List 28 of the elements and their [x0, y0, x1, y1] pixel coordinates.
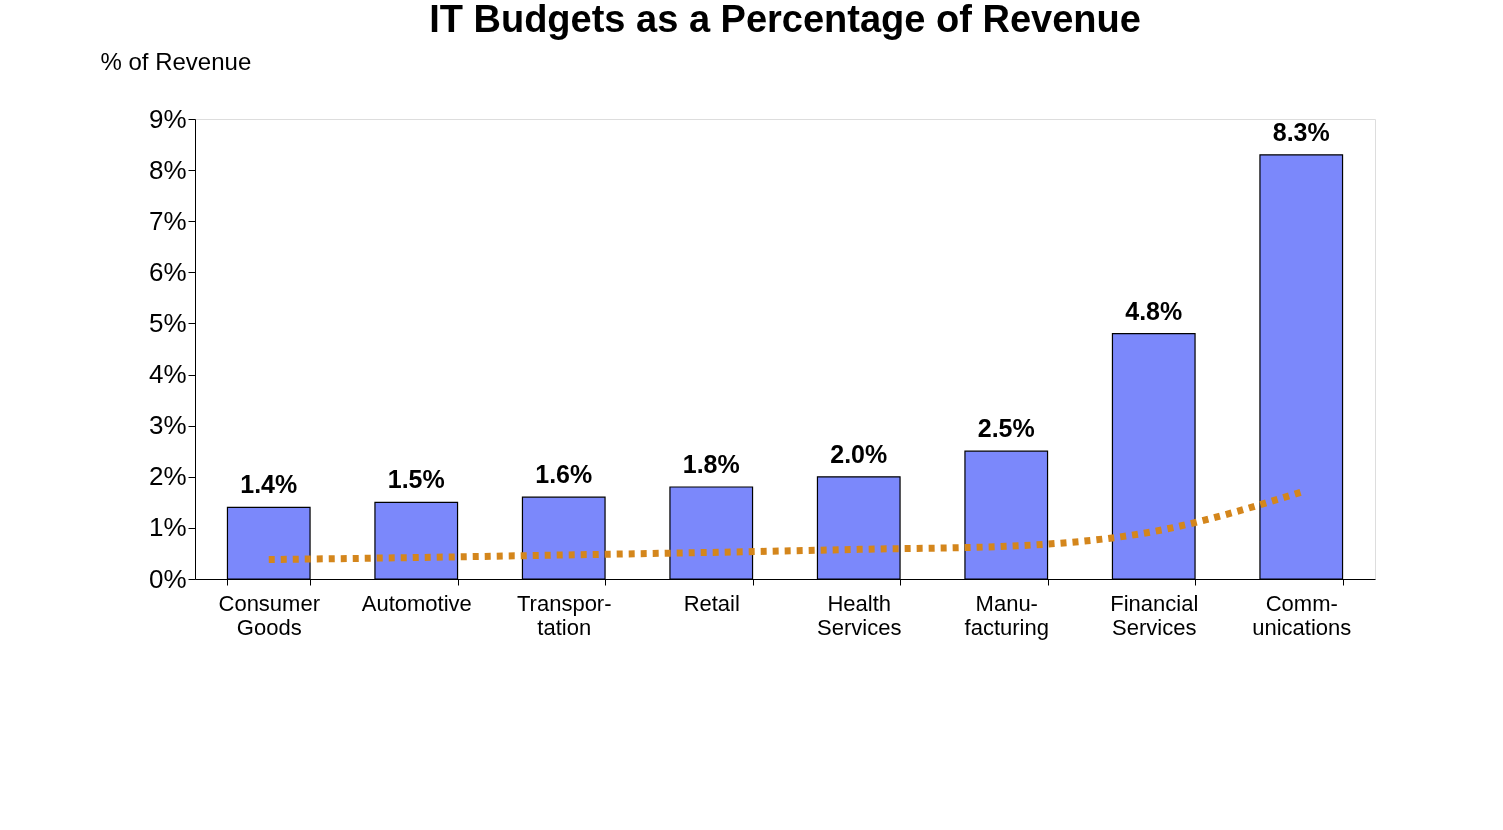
x-tick-label: Transpor- tation: [516, 590, 612, 640]
data-label: 2.0%: [830, 439, 888, 468]
data-label: 4.8%: [1125, 296, 1183, 325]
x-tick-label: Financial Services: [1110, 590, 1199, 640]
y-tick-label: 3%: [148, 410, 187, 441]
y-tick-label: 5%: [148, 307, 187, 338]
x-tick-label: Automotive: [361, 590, 472, 616]
y-axis-title: % of Revenue: [100, 47, 252, 75]
x-tick-label: Retail: [683, 590, 740, 616]
data-label: 1.5%: [387, 465, 445, 494]
y-tick-label: 2%: [148, 461, 187, 492]
y-tick-label: 1%: [148, 512, 187, 543]
y-tick-label: 9%: [148, 103, 187, 134]
data-label: 1.8%: [682, 450, 740, 478]
data-label: 8.3%: [1272, 117, 1330, 146]
y-tick-label: 7%: [148, 205, 187, 236]
data-label: 1.4%: [240, 470, 298, 499]
data-label: 2.5%: [977, 414, 1035, 443]
y-tick-label: 6%: [148, 256, 187, 287]
x-tick-label: Health Services: [817, 590, 902, 640]
y-tick-label: 0%: [148, 563, 187, 594]
y-tick-label: 4%: [148, 359, 187, 390]
chart-title: IT Budgets as a Percentage of Revenue: [429, 0, 1141, 40]
data-label: 1.6%: [535, 460, 593, 489]
x-tick-label: Consumer Goods: [218, 590, 320, 640]
y-tick-label: 8%: [148, 154, 187, 185]
x-tick-label: Comm- unications: [1252, 590, 1352, 640]
x-tick-label: Manu- facturing: [964, 590, 1049, 640]
